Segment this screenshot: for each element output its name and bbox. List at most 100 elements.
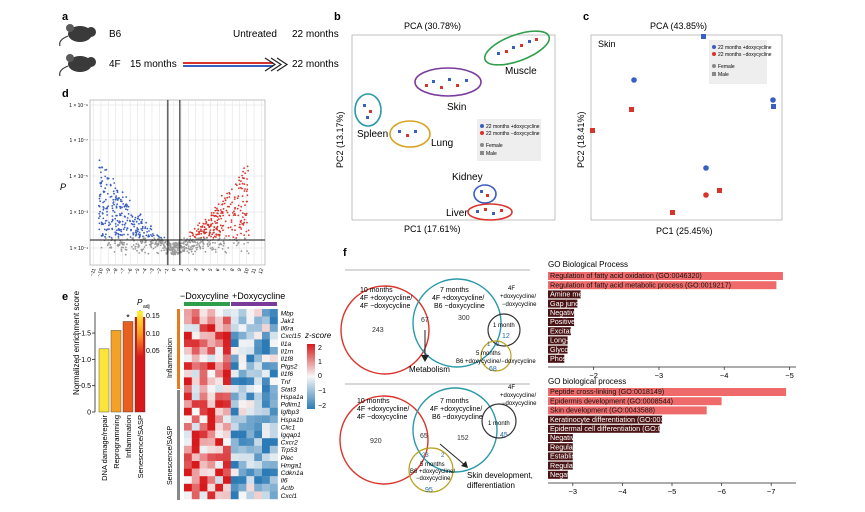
heatmap-cell — [230, 392, 239, 401]
volcano-point — [139, 240, 142, 243]
go-bar — [548, 345, 568, 354]
heatmap-cell — [191, 309, 200, 317]
volcano-point — [127, 205, 130, 208]
volcano-point — [233, 210, 235, 213]
volcano-point — [134, 248, 137, 250]
zscore-legend: z-score 2 1 0 −1 −2 — [304, 331, 332, 410]
volcano-point — [112, 209, 114, 212]
heatmap-cell — [215, 347, 224, 355]
heatmap-cell — [199, 453, 208, 462]
volcano-point — [150, 225, 152, 228]
heatmap-cell — [207, 354, 216, 363]
volcano-point — [246, 188, 249, 191]
heatmap-cell — [254, 354, 263, 363]
heatmap-cell — [199, 354, 208, 363]
venn-top-c2-l3: B6 −doxycycline — [434, 303, 485, 310]
volcano-point — [224, 197, 226, 200]
volcano-point — [180, 245, 182, 248]
volcano-point — [188, 248, 191, 251]
volcano-point — [236, 234, 239, 236]
heatmap-cell — [207, 362, 216, 370]
go-term: Long-chain fatty acid import (GO:0044539… — [550, 336, 686, 345]
heatmap-cell — [191, 438, 200, 446]
heatmap-cell — [223, 324, 231, 332]
volcano-point — [102, 191, 105, 194]
heatmap-cell — [223, 339, 231, 348]
heatmap-cell — [191, 392, 200, 401]
go-tick: −4 — [720, 371, 729, 380]
volcano-point — [157, 237, 160, 240]
volcano-point — [113, 192, 115, 195]
volcano-point — [200, 228, 202, 231]
volcano-point — [162, 247, 164, 250]
volcano-point — [199, 246, 202, 249]
go-bar — [548, 290, 581, 299]
heatmap-cell — [246, 415, 255, 424]
volcano-point — [106, 192, 109, 195]
volcano-point — [107, 177, 110, 180]
volcano-point — [172, 242, 175, 245]
heatmap-cell — [269, 324, 278, 332]
pca-c-legend: 22 months +doxycycline 22 months −doxycy… — [709, 40, 772, 84]
heatmap-cell — [191, 369, 200, 378]
volcano-point — [202, 236, 205, 239]
venn-bot-c3-l2: +doxycycline/ — [500, 393, 537, 399]
volcano-point — [227, 247, 230, 249]
heatmap-cell — [191, 400, 200, 408]
volcano-point — [99, 200, 101, 203]
go-bar — [548, 336, 568, 345]
venn-bot-c1-l1: 10 months — [357, 398, 390, 405]
venn-bot-c4: 1 month — [488, 421, 510, 427]
go-term: Phospholipid homeostasis (GO:0055091) — [550, 354, 681, 363]
volcano-point — [222, 208, 225, 210]
volcano-point — [121, 196, 124, 199]
volcano-point — [176, 249, 179, 251]
volcano-point — [116, 203, 119, 206]
heatmap-cell — [199, 430, 208, 439]
volcano-point — [213, 228, 215, 231]
volcano-xtick: 2 — [186, 267, 193, 272]
heatmap-cell — [191, 461, 200, 469]
heatmap-cell — [246, 316, 255, 325]
go-term: Epidermal cell differentiation (GO:00099… — [550, 424, 688, 433]
volcano-point — [120, 248, 123, 251]
heatmap-cell — [269, 369, 278, 378]
volcano-point — [242, 216, 244, 219]
zscore-title: z-score — [304, 331, 332, 340]
volcano-point — [99, 210, 101, 213]
volcano-point — [239, 220, 242, 223]
volcano-point — [112, 198, 115, 201]
heatmap-gene: Tnf — [281, 379, 292, 386]
heatmap-cell — [191, 430, 200, 439]
volcano-point — [198, 244, 201, 247]
nes-category: DNA damage/repair — [100, 415, 109, 481]
venn-bot-c3-l1: 4F — [508, 385, 515, 391]
volcano-point — [168, 247, 171, 250]
volcano-point — [102, 217, 105, 220]
volcano-point — [211, 222, 214, 225]
volcano-point — [224, 199, 227, 201]
heatmap-cell — [199, 331, 208, 340]
volcano-point — [126, 243, 128, 246]
untreated-label: Untreated — [233, 29, 277, 40]
volcano-point — [228, 205, 231, 208]
volcano-point — [243, 190, 246, 192]
volcano-point — [195, 244, 198, 247]
svg-text:−1: −1 — [318, 388, 326, 395]
volcano-point — [140, 228, 143, 230]
nes-category: Senescence/SASP — [136, 415, 145, 478]
volcano-point — [162, 242, 164, 244]
heatmap-cell — [269, 377, 278, 386]
volcano-point — [108, 221, 110, 224]
volcano-point — [103, 200, 106, 203]
heatmap-cell — [207, 407, 216, 416]
volcano-xtick: 0 — [171, 267, 178, 272]
volcano-point — [114, 196, 117, 199]
heatmap-cell — [223, 445, 231, 454]
volcano-point — [218, 238, 221, 240]
heatmap-cell — [262, 316, 270, 325]
volcano-point — [199, 247, 202, 250]
heatmap-cell — [262, 339, 270, 348]
heatmap-cell — [230, 324, 239, 332]
heatmap-cell — [254, 423, 263, 431]
